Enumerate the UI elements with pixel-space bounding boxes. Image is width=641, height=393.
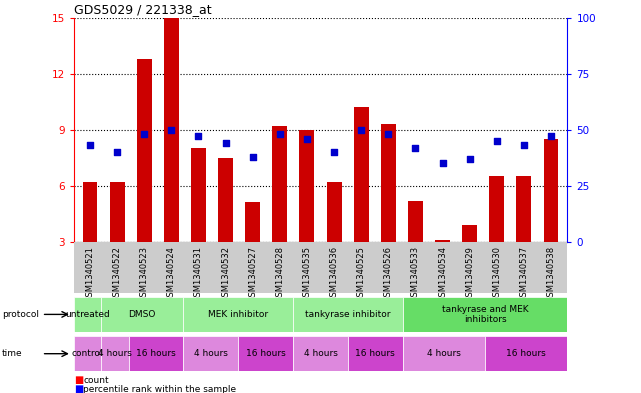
- Text: GSM1340531: GSM1340531: [194, 246, 203, 302]
- Bar: [403, 297, 567, 332]
- Text: GSM1340524: GSM1340524: [167, 246, 176, 302]
- Point: [275, 131, 285, 137]
- Bar: [403, 336, 485, 371]
- Text: GSM1340525: GSM1340525: [356, 246, 365, 302]
- Bar: [517, 176, 531, 242]
- Point: [437, 160, 447, 166]
- Point: [546, 133, 556, 140]
- Text: GSM1340522: GSM1340522: [113, 246, 122, 302]
- Point: [492, 138, 502, 144]
- Text: GSM1340538: GSM1340538: [547, 246, 556, 302]
- Text: time: time: [2, 349, 22, 358]
- Text: 16 hours: 16 hours: [356, 349, 395, 358]
- Bar: [183, 297, 293, 332]
- Bar: [101, 297, 183, 332]
- Text: GSM1340535: GSM1340535: [303, 246, 312, 302]
- Point: [166, 127, 176, 133]
- Text: MEK inhibitor: MEK inhibitor: [208, 310, 269, 319]
- Bar: [129, 336, 183, 371]
- Text: GDS5029 / 221338_at: GDS5029 / 221338_at: [74, 4, 212, 17]
- Text: tankyrase inhibitor: tankyrase inhibitor: [305, 310, 390, 319]
- Bar: [238, 336, 293, 371]
- Bar: [381, 124, 395, 242]
- Bar: [74, 336, 101, 371]
- Bar: [74, 297, 101, 332]
- Point: [302, 136, 312, 142]
- Text: control: control: [72, 349, 103, 358]
- Point: [329, 149, 339, 155]
- Bar: [183, 336, 238, 371]
- Text: 4 hours: 4 hours: [427, 349, 461, 358]
- Text: GSM1340527: GSM1340527: [248, 246, 257, 302]
- Text: 4 hours: 4 hours: [98, 349, 132, 358]
- Text: untreated: untreated: [65, 310, 110, 319]
- Text: GSM1340534: GSM1340534: [438, 246, 447, 302]
- Bar: [137, 59, 152, 242]
- Text: GSM1340537: GSM1340537: [519, 246, 528, 302]
- Bar: [544, 139, 558, 242]
- Bar: [164, 18, 179, 242]
- Point: [247, 153, 258, 160]
- Bar: [101, 336, 129, 371]
- Point: [356, 127, 366, 133]
- Point: [139, 131, 149, 137]
- Point: [519, 142, 529, 149]
- Text: 4 hours: 4 hours: [194, 349, 228, 358]
- Text: GSM1340528: GSM1340528: [276, 246, 285, 302]
- Bar: [435, 240, 450, 242]
- Bar: [348, 336, 403, 371]
- Bar: [408, 200, 423, 242]
- Text: tankyrase and MEK
inhibitors: tankyrase and MEK inhibitors: [442, 305, 528, 324]
- Text: percentile rank within the sample: percentile rank within the sample: [83, 385, 237, 393]
- Text: GSM1340536: GSM1340536: [329, 246, 338, 302]
- Text: DMSO: DMSO: [129, 310, 156, 319]
- Bar: [354, 107, 369, 242]
- Point: [194, 133, 204, 140]
- Bar: [110, 182, 124, 242]
- Bar: [462, 225, 477, 242]
- Bar: [293, 336, 348, 371]
- Bar: [246, 202, 260, 242]
- Text: GSM1340526: GSM1340526: [384, 246, 393, 302]
- Point: [383, 131, 394, 137]
- Bar: [489, 176, 504, 242]
- Text: GSM1340529: GSM1340529: [465, 246, 474, 302]
- Text: protocol: protocol: [2, 310, 39, 319]
- Bar: [191, 148, 206, 242]
- Bar: [299, 130, 314, 242]
- Text: GSM1340523: GSM1340523: [140, 246, 149, 302]
- Bar: [485, 336, 567, 371]
- Text: GSM1340521: GSM1340521: [85, 246, 94, 302]
- Point: [410, 145, 420, 151]
- Bar: [327, 182, 342, 242]
- Text: GSM1340532: GSM1340532: [221, 246, 230, 302]
- Point: [465, 156, 475, 162]
- Point: [85, 142, 95, 149]
- Point: [221, 140, 231, 146]
- Text: GSM1340530: GSM1340530: [492, 246, 501, 302]
- Bar: [293, 297, 403, 332]
- Point: [112, 149, 122, 155]
- Text: 16 hours: 16 hours: [506, 349, 546, 358]
- Text: count: count: [83, 376, 109, 384]
- Text: GSM1340533: GSM1340533: [411, 246, 420, 302]
- Bar: [218, 158, 233, 242]
- Text: 4 hours: 4 hours: [304, 349, 337, 358]
- Bar: [83, 182, 97, 242]
- Text: 16 hours: 16 hours: [246, 349, 285, 358]
- Text: ■: ■: [74, 375, 83, 385]
- Text: 16 hours: 16 hours: [136, 349, 176, 358]
- Text: ■: ■: [74, 384, 83, 393]
- Bar: [272, 126, 287, 242]
